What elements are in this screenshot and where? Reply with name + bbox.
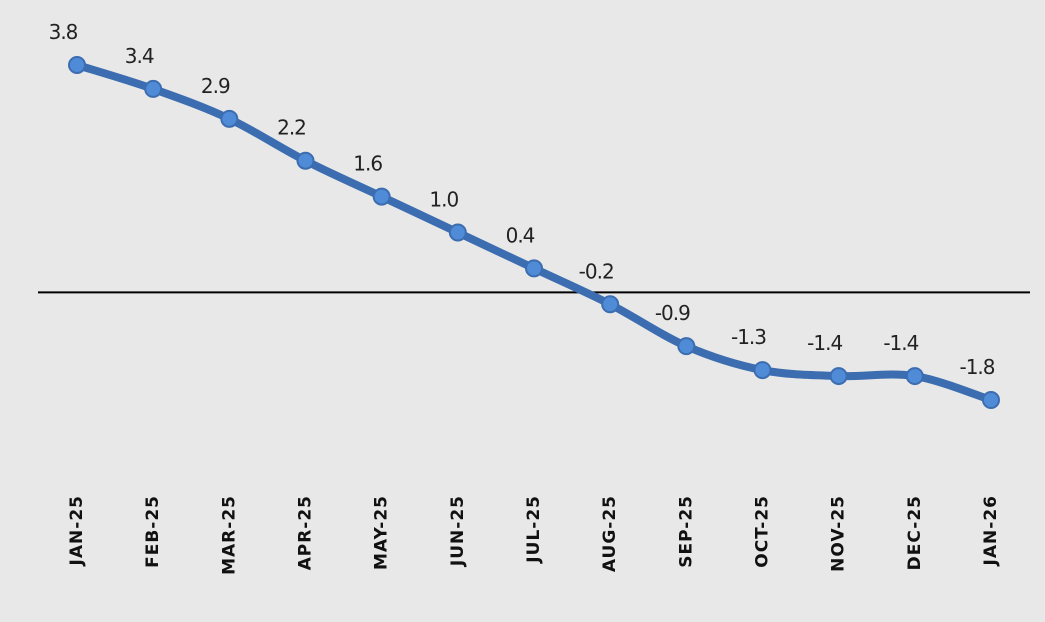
marker bbox=[144, 79, 163, 98]
marker bbox=[905, 367, 924, 386]
marker bbox=[525, 259, 543, 278]
value-label: 3.4 bbox=[125, 44, 154, 68]
value-label: 0.4 bbox=[506, 223, 535, 247]
marker bbox=[677, 337, 696, 356]
marker bbox=[829, 367, 848, 386]
x-tick-label: JAN-26 bbox=[981, 495, 1001, 566]
value-label: 1.0 bbox=[429, 188, 458, 212]
value-label: 2.2 bbox=[277, 116, 306, 140]
x-tick-label: SEP-25 bbox=[676, 495, 696, 568]
x-tick-label: FEB-25 bbox=[143, 495, 163, 568]
x-tick-label: JAN-25 bbox=[67, 495, 87, 566]
x-tick-label: JUL-25 bbox=[524, 495, 544, 564]
value-label: 1.6 bbox=[353, 152, 382, 176]
x-tick-label: DEC-25 bbox=[905, 495, 925, 570]
marker bbox=[448, 223, 467, 242]
value-label: 2.9 bbox=[201, 74, 230, 98]
marker bbox=[982, 391, 1000, 409]
marker bbox=[296, 151, 315, 170]
value-label: -0.2 bbox=[579, 259, 614, 283]
value-label: -1.8 bbox=[959, 355, 994, 379]
x-tick-label: JUN-25 bbox=[448, 495, 468, 567]
marker bbox=[68, 56, 86, 74]
x-tick-label: AUG-25 bbox=[600, 495, 620, 572]
x-tick-label: NOV-25 bbox=[829, 495, 849, 572]
value-label: -1.4 bbox=[883, 331, 918, 355]
x-tick-label: MAR-25 bbox=[219, 495, 239, 575]
marker bbox=[601, 295, 620, 314]
value-label: -1.4 bbox=[807, 331, 842, 355]
value-label: 3.8 bbox=[49, 20, 78, 44]
x-tick-label: APR-25 bbox=[296, 495, 316, 570]
value-label: -1.3 bbox=[731, 325, 766, 349]
marker bbox=[220, 109, 239, 128]
value-label: -0.9 bbox=[655, 301, 690, 325]
marker bbox=[372, 187, 391, 206]
x-tick-label: OCT-25 bbox=[753, 495, 773, 568]
x-tick-label: MAY-25 bbox=[372, 495, 392, 570]
marker bbox=[753, 361, 772, 380]
